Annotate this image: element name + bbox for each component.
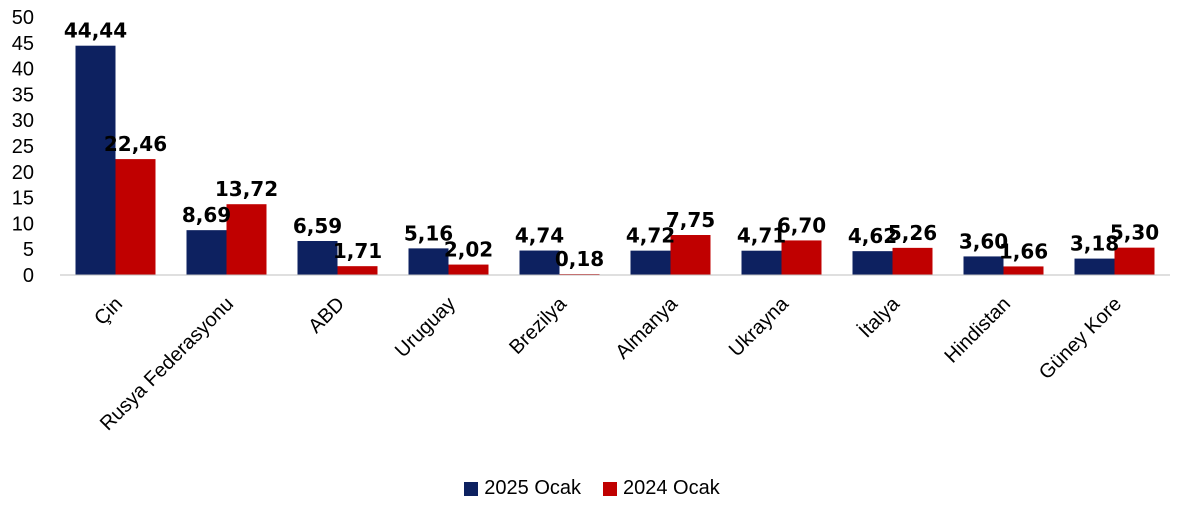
data-label: 5,26 <box>888 221 937 245</box>
legend-label-2024: 2024 Ocak <box>623 477 720 499</box>
data-label: 4,71 <box>737 224 786 248</box>
data-label: 4,72 <box>626 224 675 248</box>
data-label: 5,30 <box>1110 221 1159 245</box>
data-label: 13,72 <box>215 177 278 201</box>
y-tick-label: 0 <box>23 265 34 287</box>
y-tick-label: 35 <box>12 84 34 106</box>
legend-swatch-2024 <box>603 481 617 496</box>
y-tick-label: 10 <box>12 213 34 235</box>
bar-2024-7[interactable] <box>892 247 933 275</box>
legend-item-2024[interactable]: 2024 Ocak <box>603 477 720 500</box>
y-tick-label: 5 <box>23 239 34 261</box>
bars <box>75 45 1155 275</box>
y-tick-label: 15 <box>12 188 34 210</box>
x-tick-label: Ukrayna <box>725 292 794 361</box>
data-label: 1,66 <box>999 239 1048 263</box>
data-label: 5,16 <box>404 221 453 245</box>
bar-2024-2[interactable] <box>337 266 378 275</box>
data-label: 22,46 <box>104 132 167 156</box>
y-tick-label: 50 <box>12 7 34 29</box>
bar-2025-3[interactable] <box>408 248 449 275</box>
legend-swatch-2025 <box>464 481 479 496</box>
data-label: 1,71 <box>333 239 382 263</box>
data-label: 0,18 <box>555 247 604 271</box>
bar-2024-5[interactable] <box>670 235 711 275</box>
data-label: 44,44 <box>64 19 127 43</box>
bar-chart: 0 5 10 15 20 25 30 35 40 45 50 44,44 22,46 8,6913,72… <box>12 7 1170 435</box>
y-tick-label: 25 <box>12 136 34 158</box>
bar-2024-1[interactable] <box>226 204 267 275</box>
bar-2025-0[interactable] <box>75 45 116 275</box>
x-tick-label: Uruguay <box>391 293 460 362</box>
data-label: 6,59 <box>293 214 342 238</box>
y-tick-label: 45 <box>12 33 34 55</box>
y-tick-label: 40 <box>12 59 34 81</box>
data-label: 3,60 <box>959 229 1008 253</box>
x-tick-label: Çin <box>90 293 127 330</box>
data-label: 4,62 <box>848 224 897 248</box>
bar-2025-7[interactable] <box>852 251 893 275</box>
data-label: 7,75 <box>666 208 715 232</box>
x-tick-label: İtalya <box>854 292 905 343</box>
bar-2024-6[interactable] <box>781 240 822 275</box>
bar-2025-1[interactable] <box>186 230 227 275</box>
legend-item-2025[interactable]: 2025 Ocak <box>464 477 581 500</box>
legend-label-2025: 2025 Ocak <box>484 477 581 499</box>
data-label: 3,18 <box>1070 232 1119 256</box>
bar-2024-0[interactable] <box>115 159 156 275</box>
data-label: 2,02 <box>444 238 493 262</box>
bar-2025-5[interactable] <box>630 250 671 275</box>
x-tick-label: Brezilya <box>505 292 571 358</box>
bar-2025-2[interactable] <box>297 240 338 275</box>
y-axis: 0 5 10 15 20 25 30 35 40 45 50 <box>12 7 34 287</box>
x-tick-label: Hindistan <box>941 293 1016 368</box>
legend: 2025 Ocak 2024 Ocak <box>0 477 1184 500</box>
bar-2025-4[interactable] <box>519 250 560 275</box>
data-label: 6,70 <box>777 213 826 237</box>
x-tick-label: Güney Kore <box>1035 293 1126 384</box>
x-tick-label: Almanya <box>611 292 682 363</box>
data-label: 8,69 <box>182 203 231 227</box>
bar-2024-3[interactable] <box>448 264 489 275</box>
y-tick-label: 30 <box>12 110 34 132</box>
data-label: 4,74 <box>515 224 564 248</box>
x-tick-label: ABD <box>304 293 349 338</box>
bar-2025-6[interactable] <box>741 250 782 275</box>
bar-2024-8[interactable] <box>1003 266 1044 275</box>
bar-2024-9[interactable] <box>1114 247 1155 275</box>
bar-2025-9[interactable] <box>1074 258 1115 275</box>
y-tick-label: 20 <box>12 162 34 184</box>
bar-2025-8[interactable] <box>963 256 1004 275</box>
